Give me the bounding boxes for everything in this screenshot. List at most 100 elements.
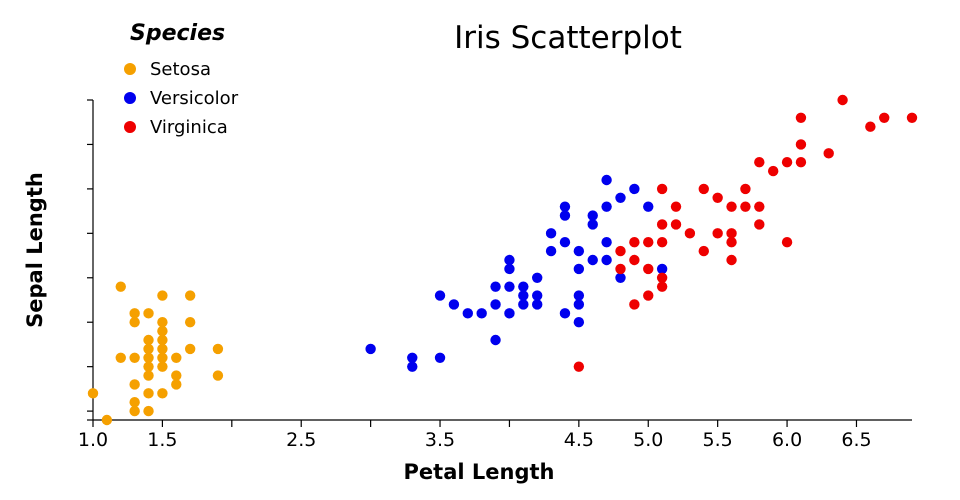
point-versicolor (448, 299, 460, 310)
point-setosa (115, 352, 126, 363)
point-setosa (129, 317, 140, 328)
point-virginica (656, 219, 668, 230)
x-tick-label: 4.5 (564, 429, 594, 451)
point-virginica (795, 112, 807, 123)
point-virginica (823, 148, 834, 159)
point-versicolor (532, 290, 543, 301)
point-versicolor (476, 308, 487, 319)
point-setosa (87, 388, 99, 399)
point-virginica (837, 94, 848, 106)
point-versicolor (434, 352, 446, 363)
point-virginica (740, 201, 751, 212)
point-versicolor (573, 299, 585, 310)
point-versicolor (643, 201, 654, 212)
point-virginica (781, 157, 793, 168)
point-setosa (129, 397, 140, 408)
point-setosa (184, 290, 196, 301)
point-versicolor (615, 272, 626, 283)
x-tick-label: 2.5 (286, 429, 316, 451)
legend-title: Species (130, 21, 225, 46)
point-virginica (795, 157, 807, 168)
point-virginica (643, 237, 654, 248)
chart-title: Iris Scatterplot (454, 20, 682, 56)
point-virginica (754, 201, 765, 212)
point-setosa (157, 361, 168, 372)
point-versicolor (601, 201, 612, 212)
point-virginica (573, 361, 585, 372)
x-tick-label: 5.0 (633, 429, 663, 451)
legend-label-setosa: Setosa (150, 59, 211, 80)
point-versicolor (615, 192, 626, 203)
point-virginica (656, 237, 668, 248)
point-setosa (157, 334, 168, 346)
point-setosa (157, 343, 168, 355)
point-versicolor (545, 245, 557, 257)
point-versicolor (504, 308, 515, 319)
point-setosa (212, 343, 224, 355)
point-virginica (698, 183, 709, 195)
point-setosa (143, 405, 154, 417)
point-versicolor (573, 317, 585, 328)
point-versicolor (490, 299, 501, 310)
point-setosa (129, 405, 140, 417)
point-setosa (129, 352, 140, 363)
point-virginica (629, 299, 640, 310)
point-versicolor (559, 210, 571, 221)
point-versicolor (518, 290, 529, 301)
point-versicolor (587, 210, 598, 221)
x-tick-label: 5.5 (703, 429, 733, 451)
legend: Species Setosa Versicolor Virginica (124, 21, 239, 138)
legend-label-virginica: Virginica (150, 117, 228, 138)
point-setosa (157, 317, 168, 328)
point-versicolor (559, 201, 571, 212)
x-axis-title: Petal Length (404, 460, 555, 484)
point-versicolor (462, 308, 473, 319)
point-setosa (143, 334, 154, 346)
point-virginica (795, 139, 807, 150)
point-setosa (157, 325, 168, 337)
point-versicolor (434, 290, 446, 301)
x-tick-label: 6.5 (841, 429, 871, 451)
point-virginica (767, 165, 779, 177)
x-tick-label: 6.0 (772, 429, 802, 451)
point-setosa (143, 352, 154, 363)
y-axis (87, 99, 94, 421)
point-setosa (184, 343, 196, 355)
point-versicolor (601, 237, 612, 248)
point-versicolor (504, 263, 515, 275)
point-virginica (698, 245, 709, 257)
point-versicolor (587, 254, 598, 266)
point-virginica (726, 237, 737, 248)
point-versicolor (587, 219, 598, 230)
legend-marker-versicolor (124, 92, 136, 104)
point-versicolor (629, 183, 640, 195)
point-setosa (184, 317, 196, 328)
legend-marker-virginica (124, 121, 136, 133)
point-virginica (670, 219, 682, 230)
point-setosa (143, 308, 154, 319)
x-tick-label: 1.5 (147, 429, 177, 451)
point-virginica (754, 157, 765, 168)
point-versicolor (407, 361, 418, 372)
point-setosa (129, 379, 140, 390)
point-virginica (906, 112, 918, 123)
point-setosa (171, 370, 182, 381)
point-virginica (726, 254, 737, 266)
point-versicolor (545, 228, 557, 239)
point-versicolor (407, 352, 418, 363)
point-setosa (157, 388, 168, 399)
point-setosa (212, 370, 224, 381)
point-setosa (143, 388, 154, 399)
point-versicolor (365, 343, 376, 355)
point-versicolor (573, 290, 585, 301)
point-virginica (740, 183, 751, 195)
data-points (87, 94, 918, 426)
point-virginica (726, 201, 737, 212)
point-versicolor (559, 308, 571, 319)
point-virginica (656, 281, 668, 292)
x-tick-label: 1.0 (78, 429, 108, 451)
point-virginica (629, 254, 640, 266)
point-virginica (712, 228, 723, 239)
point-virginica (726, 228, 737, 239)
